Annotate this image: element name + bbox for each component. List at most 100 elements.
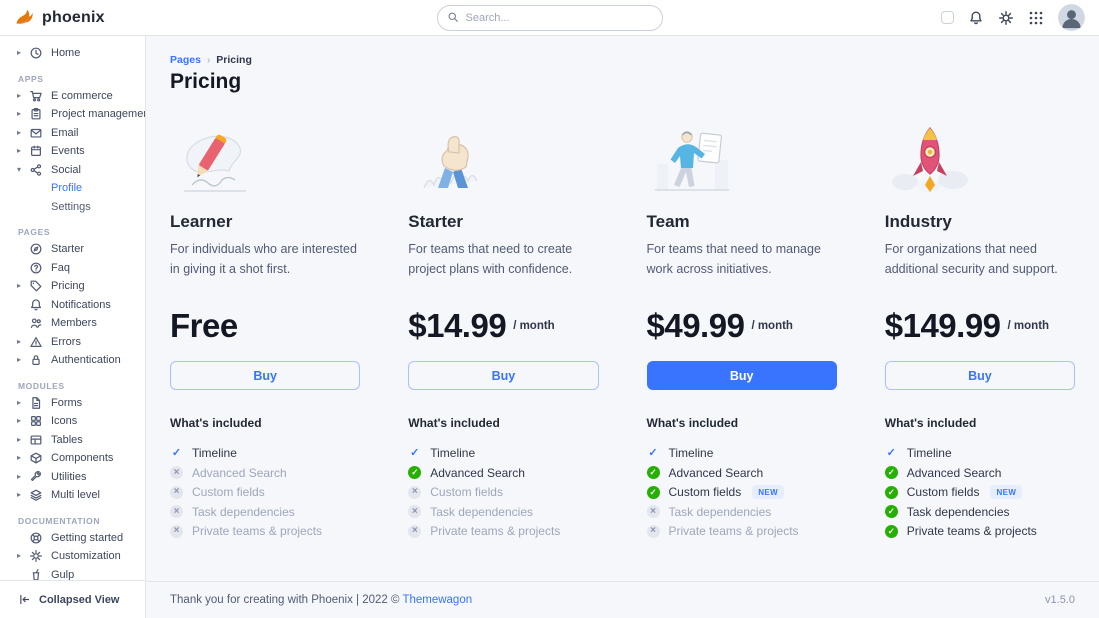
sidebar-item-faq[interactable]: Faq xyxy=(0,259,145,278)
sidebar-item-authentication[interactable]: Authentication xyxy=(0,351,145,370)
sidebar-item-settings[interactable]: Settings xyxy=(51,200,91,213)
caret-right-icon xyxy=(17,399,29,407)
whats-included-heading: What's included xyxy=(170,416,262,430)
breadcrumb-pages-link[interactable]: Pages xyxy=(170,54,201,66)
sidebar-item-multi-level[interactable]: Multi level xyxy=(0,486,145,505)
compass-icon xyxy=(29,242,43,256)
sidebar-item-forms[interactable]: Forms xyxy=(0,394,145,413)
sidebar-item-getting-started[interactable]: Getting started xyxy=(0,529,145,548)
collapsed-view-toggle[interactable]: Collapsed View xyxy=(0,580,145,618)
sidebar-item-utilities[interactable]: Utilities xyxy=(0,468,145,487)
sidebar-item-notifications[interactable]: Notifications xyxy=(0,296,145,315)
search-input[interactable] xyxy=(436,4,663,31)
plan-card-starter: Starter For teams that need to create pr… xyxy=(408,124,599,544)
sidebar-item-ecommerce[interactable]: E commerce xyxy=(0,87,145,106)
plan-name: Starter xyxy=(408,212,464,231)
plan-price: $49.99 / month xyxy=(647,307,837,345)
sidebar-item-errors[interactable]: Errors xyxy=(0,333,145,352)
section-label-documentation: DOCUMENTATION xyxy=(18,515,101,526)
footer-thanks: Thank you for creating with Phoenix | 20… xyxy=(170,594,473,606)
sidebar-item-home[interactable]: Home xyxy=(0,44,145,63)
plan-name: Team xyxy=(646,212,690,231)
bell-icon[interactable] xyxy=(968,10,984,26)
clock-icon xyxy=(29,46,43,60)
cart-icon xyxy=(29,89,43,103)
sidebar-item-profile[interactable]: Profile xyxy=(51,182,83,195)
caret-right-icon xyxy=(17,110,29,118)
sidebar-item-gulp[interactable]: Gulp xyxy=(0,566,145,580)
buy-button-industry[interactable]: Buy xyxy=(884,361,1075,390)
buy-button-learner[interactable]: Buy xyxy=(170,361,361,390)
caret-right-icon xyxy=(17,436,29,444)
price-value: $149.99 xyxy=(884,307,1001,344)
sidebar-item-starter[interactable]: Starter xyxy=(0,240,145,259)
sidebar: Home APPS E commerce Project management … xyxy=(0,36,146,618)
sidebar-item-customization[interactable]: Customization xyxy=(0,547,145,566)
thumbs-up-illustration xyxy=(408,124,598,196)
apps-grid-icon[interactable] xyxy=(1028,10,1044,26)
sidebar-item-email[interactable]: Email xyxy=(0,124,145,143)
feature-status-icon xyxy=(646,466,660,479)
avatar-image xyxy=(1058,4,1085,31)
brand-logo[interactable]: phoenix xyxy=(14,7,105,28)
feature-status-icon xyxy=(408,466,422,479)
file-icon xyxy=(29,396,43,410)
caret-right-icon xyxy=(17,454,29,462)
grid-icon xyxy=(29,414,43,428)
feature-status-icon xyxy=(885,447,898,460)
price-value: $49.99 xyxy=(646,307,745,344)
feature-item: Task dependencies xyxy=(408,505,598,519)
collapse-arrow-icon xyxy=(20,594,30,605)
new-badge: NEW xyxy=(990,485,1023,499)
feature-status-icon xyxy=(646,485,660,499)
lifebuoy-icon xyxy=(29,531,43,545)
table-icon xyxy=(29,433,43,447)
clipboard-icon xyxy=(29,107,43,121)
feature-item: Advanced Search xyxy=(884,466,1075,480)
sidebar-item-project-management[interactable]: Project management xyxy=(0,105,145,124)
sidebar-item-events[interactable]: Events xyxy=(0,142,145,161)
sidebar-item-tables[interactable]: Tables xyxy=(0,431,145,450)
user-avatar[interactable] xyxy=(1058,4,1085,31)
main-content: Pages Pricing Pricing xyxy=(146,36,1099,618)
gear-icon xyxy=(29,549,43,563)
themewagon-link[interactable]: Themewagon xyxy=(402,594,473,606)
whats-included-heading: What's included xyxy=(408,416,500,430)
page-title: Pricing xyxy=(170,70,242,93)
caret-right-icon xyxy=(17,92,29,100)
feature-status-icon xyxy=(884,485,898,499)
sidebar-item-social[interactable]: Social xyxy=(0,161,145,180)
plan-card-industry: Industry For organizations that need add… xyxy=(884,124,1075,544)
plan-description: For organizations that need additional s… xyxy=(884,242,1058,276)
feature-status-icon xyxy=(408,447,421,460)
feature-item: Custom fields xyxy=(170,485,360,499)
feature-status-icon xyxy=(884,524,898,538)
gear-icon[interactable] xyxy=(998,10,1014,26)
buy-button-team[interactable]: Buy xyxy=(646,361,837,390)
pencil-illustration xyxy=(170,124,360,196)
feature-item: Advanced Search xyxy=(170,466,360,480)
price-period: / month xyxy=(751,320,793,332)
feature-item: Private teams & projects xyxy=(408,524,598,538)
header-actions xyxy=(941,4,1085,31)
wrench-icon xyxy=(29,470,43,484)
feature-list: Timeline Advanced Search Custom fields N… xyxy=(884,446,1075,538)
breadcrumb-current: Pricing xyxy=(216,54,252,66)
sidebar-item-icons[interactable]: Icons xyxy=(0,412,145,431)
sidebar-item-members[interactable]: Members xyxy=(0,314,145,333)
sidebar-item-pricing[interactable]: Pricing xyxy=(0,277,145,296)
caret-right-icon xyxy=(17,356,29,364)
feature-status-icon xyxy=(408,505,422,518)
theme-toggle[interactable] xyxy=(941,11,954,24)
sidebar-item-components[interactable]: Components xyxy=(0,449,145,468)
plan-name: Industry xyxy=(884,212,952,231)
buy-button-starter[interactable]: Buy xyxy=(408,361,599,390)
feature-list: Timeline Advanced Search Custom fields N… xyxy=(646,446,837,538)
caret-down-icon xyxy=(17,166,29,174)
price-value: Free xyxy=(170,307,238,344)
search-icon xyxy=(448,12,458,22)
caret-right-icon xyxy=(17,473,29,481)
plan-description: For individuals who are interested in gi… xyxy=(170,242,357,276)
presenter-illustration xyxy=(647,124,837,196)
version-label: v1.5.0 xyxy=(1045,594,1075,606)
